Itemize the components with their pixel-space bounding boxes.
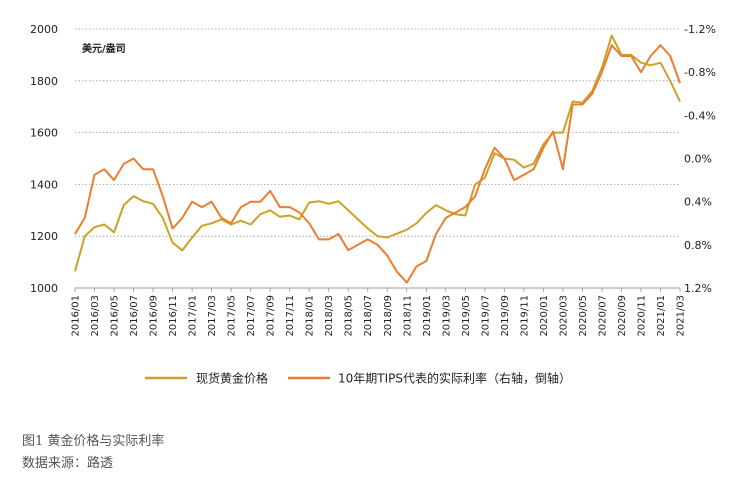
left-axis-tick-label: 1600 <box>30 127 58 140</box>
unit-label: 美元/盎司 <box>82 42 126 55</box>
x-axis-tick-label: 2020/05 <box>578 295 589 337</box>
x-axis-tick-label: 2020/11 <box>636 295 647 337</box>
left-axis-tick-label: 1000 <box>30 282 58 295</box>
x-axis-tick-label: 2018/11 <box>402 295 413 337</box>
x-axis-tick-label: 2020/03 <box>558 295 569 337</box>
left-axis-tick-label: 1400 <box>30 178 58 191</box>
left-axis-ticks: 1000 1200 1400 1600 1800 2000 <box>30 23 58 295</box>
data-source: 数据来源：路透 <box>22 456 114 471</box>
right-axis-tick-label: 0.4% <box>684 196 712 209</box>
left-axis-tick-label: 1200 <box>30 230 58 243</box>
left-axis-tick-label: 2000 <box>30 23 58 36</box>
x-axis-tick-label: 2019/11 <box>519 295 530 337</box>
x-axis-tick-label: 2017/03 <box>207 295 218 337</box>
x-axis-tick-label: 2016/01 <box>71 295 82 337</box>
x-axis-tick-label: 2018/05 <box>344 295 355 337</box>
x-axis-tick-label: 2020/07 <box>597 295 608 337</box>
right-axis-tick-label: 0.0% <box>684 153 712 166</box>
left-axis-tick-label: 1800 <box>30 75 58 88</box>
x-axis-tick-label: 2016/05 <box>110 295 121 337</box>
x-axis-tick-label: 2019/05 <box>461 295 472 337</box>
x-axis-tick-label: 2019/01 <box>422 295 433 337</box>
x-axis-tick-label: 2017/05 <box>227 295 238 337</box>
x-axis-tick-label: 2018/01 <box>305 295 316 337</box>
x-axis-tick-label: 2017/01 <box>188 295 199 337</box>
legend-label-1: 现货黄金价格 <box>196 371 268 386</box>
right-axis-ticks: -1.2% -0.8% -0.4% 0.0% 0.4% 0.8% 1.2% <box>684 23 716 295</box>
chart-svg: 1000 1200 1400 1600 1800 2000 -1.2% -0.8% -0.4%… <box>30 23 716 386</box>
x-axis-tick-label: 2020/01 <box>539 295 550 337</box>
right-axis-tick-label: -1.2% <box>684 23 716 36</box>
x-axis-tick-label: 2017/11 <box>285 295 296 337</box>
x-axis-tick-label: 2017/07 <box>246 295 257 337</box>
x-axis-tick-label: 2016/11 <box>168 295 179 337</box>
figure-caption: 图1 黄金价格与实际利率 <box>22 434 165 449</box>
x-axis-tick-label: 2020/09 <box>617 295 628 337</box>
series-line-1 <box>74 34 681 272</box>
series-line-2 <box>74 44 681 284</box>
x-axis-tick-label: 2016/07 <box>129 295 140 337</box>
x-axis-tick-label: 2018/03 <box>324 295 335 337</box>
legend: 现货黄金价格 10年期TIPS代表的实际利率（右轴，倒轴） <box>145 371 571 386</box>
x-axis-tick-label: 2019/03 <box>441 295 452 337</box>
x-axis-tick-label: 2019/07 <box>480 295 491 337</box>
x-axis-tick-label: 2018/09 <box>383 295 394 337</box>
x-axis-tick-label: 2016/03 <box>90 295 101 337</box>
x-axis-tick-label: 2021/03 <box>676 295 687 337</box>
series-layer <box>74 34 681 284</box>
x-axis-tick-label: 2019/09 <box>500 295 511 337</box>
right-axis-tick-label: -0.8% <box>684 66 716 79</box>
x-axis-tick-label: 2018/07 <box>363 295 374 337</box>
x-axis-ticks: 2016/01 2016/03 2016/05 2016/07 2016/09 2016/… <box>71 288 687 337</box>
right-axis-tick-label: 0.8% <box>684 239 712 252</box>
legend-label-2: 10年期TIPS代表的实际利率（右轴，倒轴） <box>338 371 571 386</box>
x-axis-tick-label: 2017/09 <box>266 295 277 337</box>
x-axis-tick-label: 2021/01 <box>656 295 667 337</box>
right-axis-tick-label: -0.4% <box>684 109 716 122</box>
right-axis-tick-label: 1.2% <box>684 282 712 295</box>
x-axis-tick-label: 2016/09 <box>149 295 160 337</box>
